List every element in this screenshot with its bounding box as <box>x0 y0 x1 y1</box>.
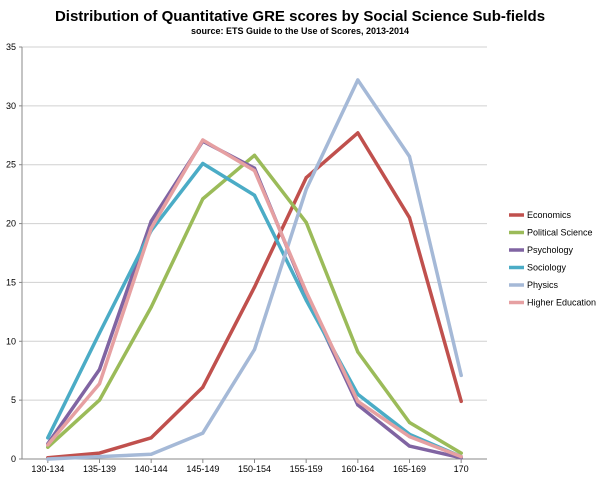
chart-subtitle: source: ETS Guide to the Use of Scores, … <box>191 26 409 36</box>
plot-series <box>46 78 463 461</box>
legend-label: Physics <box>527 280 559 290</box>
data-point <box>252 169 257 173</box>
data-point <box>201 138 205 142</box>
x-tick-label: 155-159 <box>290 464 323 474</box>
data-point <box>356 403 360 407</box>
data-point <box>201 431 205 435</box>
data-point <box>252 153 257 157</box>
data-point <box>356 350 360 354</box>
data-point <box>304 187 308 192</box>
x-tick-label: 135-139 <box>83 464 116 474</box>
series-political-science <box>46 153 463 455</box>
y-tick-label: 35 <box>6 42 16 52</box>
series-higher-education <box>46 138 463 459</box>
x-tick-label: 140-144 <box>135 464 168 474</box>
data-point <box>201 197 205 201</box>
data-point <box>149 436 153 440</box>
data-point <box>459 451 463 455</box>
data-point <box>97 382 102 386</box>
x-tick-label: 170 <box>454 464 469 474</box>
data-point <box>252 193 257 197</box>
y-tick-label: 30 <box>6 101 16 111</box>
series-physics <box>46 78 463 461</box>
data-point <box>459 399 463 403</box>
y-tick-label: 10 <box>6 336 16 346</box>
x-tick-label: 150-154 <box>238 464 271 474</box>
x-tick-label: 165-169 <box>393 464 426 474</box>
series-economics <box>46 131 463 460</box>
x-tick-label: 130-134 <box>31 464 64 474</box>
data-point <box>356 399 360 403</box>
y-tick-label: 25 <box>6 160 16 170</box>
y-tick-label: 0 <box>11 454 16 464</box>
chart-title: Distribution of Quantitative GRE scores … <box>55 8 545 25</box>
y-tick-label: 15 <box>6 277 16 287</box>
data-point <box>304 298 308 302</box>
data-point <box>304 220 308 224</box>
data-point <box>459 455 463 459</box>
data-point <box>201 385 205 389</box>
data-point <box>149 219 153 223</box>
data-point <box>149 226 153 230</box>
data-point <box>304 290 308 294</box>
legend-label: Economics <box>527 210 572 220</box>
data-point <box>407 420 412 425</box>
data-point <box>356 392 360 396</box>
y-tick-label: 5 <box>11 395 16 405</box>
data-point <box>201 161 205 166</box>
data-point <box>97 367 102 372</box>
data-point <box>407 444 412 448</box>
data-point <box>149 305 153 309</box>
x-tick-label: 145-149 <box>186 464 219 474</box>
data-point <box>407 435 412 439</box>
data-point <box>97 331 102 335</box>
data-point <box>459 373 463 378</box>
data-point <box>46 457 50 461</box>
y-tick-label: 20 <box>6 219 16 229</box>
data-point <box>46 443 50 447</box>
legend-label: Political Science <box>527 228 593 238</box>
x-axis-ticks: 130-134 135-139 140-144 145-149 150-154 155-1… <box>31 459 469 474</box>
data-point <box>97 398 102 402</box>
data-point <box>407 216 412 220</box>
axes <box>21 47 487 460</box>
legend: Economics Political Science Psychology Soci… <box>509 210 596 308</box>
data-point <box>252 285 257 289</box>
data-point <box>356 78 360 82</box>
x-tick-label: 160-164 <box>341 464 374 474</box>
legend-label: Sociology <box>527 263 567 273</box>
data-point <box>356 131 360 135</box>
data-point <box>149 452 153 456</box>
data-point <box>97 455 102 459</box>
data-point <box>304 176 308 180</box>
legend-label: Higher Education <box>527 298 596 308</box>
legend-label: Psychology <box>527 245 574 255</box>
data-point <box>252 347 257 352</box>
data-point <box>46 436 50 440</box>
data-point <box>97 451 102 455</box>
data-point <box>407 154 412 159</box>
